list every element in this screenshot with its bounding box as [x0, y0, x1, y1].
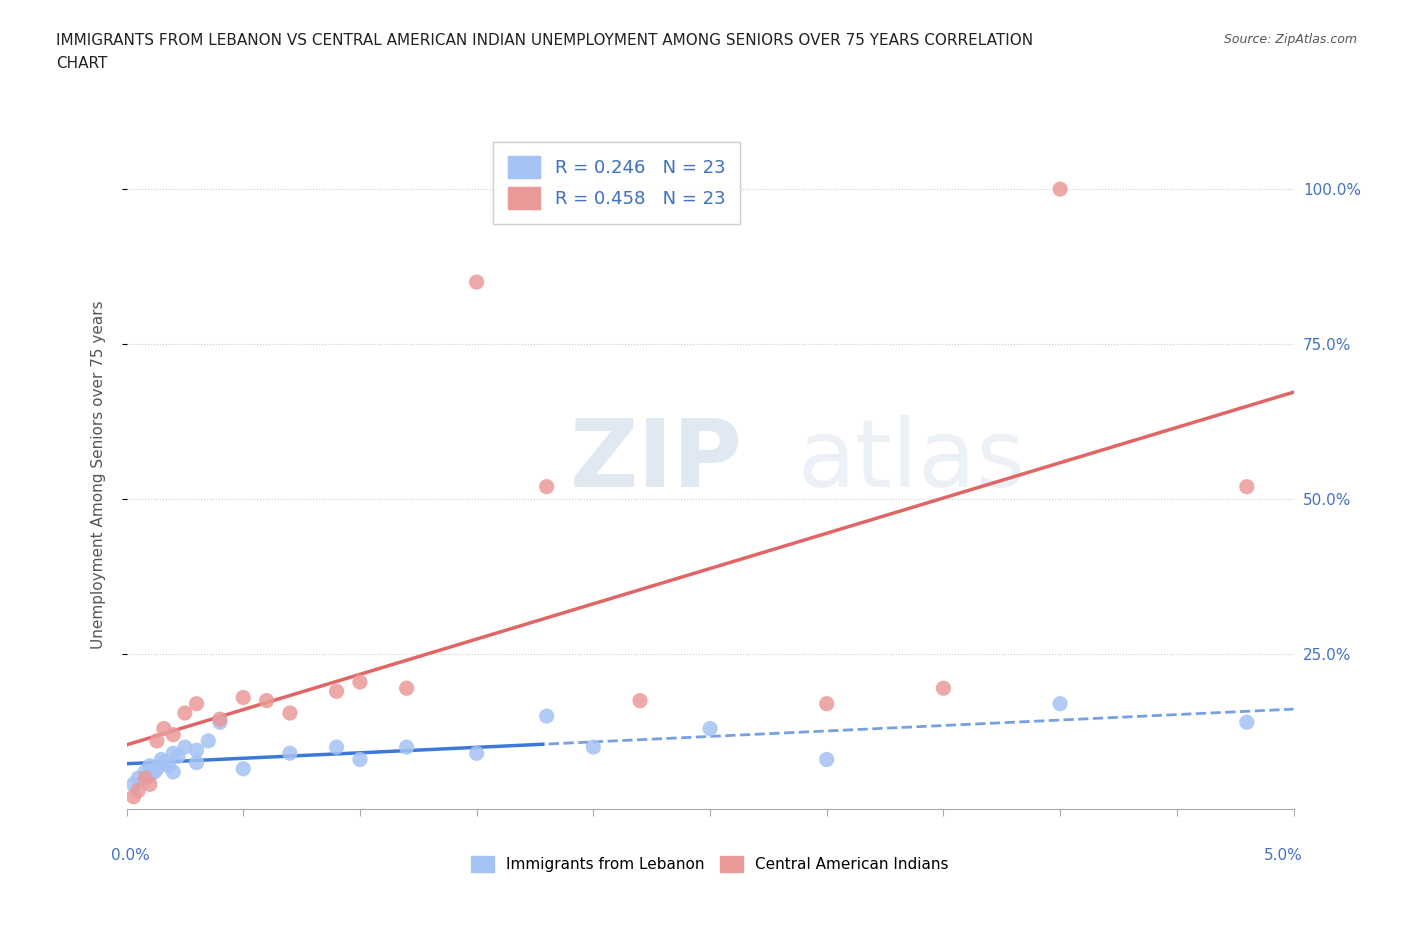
- Point: [349, 752, 371, 767]
- Text: CHART: CHART: [56, 56, 108, 71]
- Point: [162, 727, 184, 742]
- Text: 0.0%: 0.0%: [111, 848, 150, 863]
- Point: [197, 734, 219, 749]
- Point: [699, 721, 721, 736]
- Point: [167, 749, 190, 764]
- Point: [186, 743, 208, 758]
- Point: [536, 709, 558, 724]
- Point: [127, 771, 149, 786]
- Point: [325, 739, 347, 754]
- Point: [395, 739, 418, 754]
- Point: [208, 715, 231, 730]
- Point: [536, 479, 558, 494]
- Y-axis label: Unemployment Among Seniors over 75 years: Unemployment Among Seniors over 75 years: [91, 300, 105, 648]
- Point: [186, 697, 208, 711]
- Point: [325, 684, 347, 698]
- Point: [815, 752, 838, 767]
- Point: [139, 758, 162, 773]
- Point: [174, 739, 197, 754]
- Point: [122, 777, 145, 791]
- Point: [465, 274, 488, 289]
- Point: [134, 771, 156, 786]
- Legend: R = 0.246   N = 23, R = 0.458   N = 23: R = 0.246 N = 23, R = 0.458 N = 23: [494, 142, 740, 224]
- Point: [146, 734, 169, 749]
- Point: [232, 762, 254, 777]
- Point: [395, 681, 418, 696]
- Point: [162, 746, 184, 761]
- Point: [349, 674, 371, 689]
- Point: [150, 752, 173, 767]
- Point: [256, 693, 278, 708]
- Text: IMMIGRANTS FROM LEBANON VS CENTRAL AMERICAN INDIAN UNEMPLOYMENT AMONG SENIORS OV: IMMIGRANTS FROM LEBANON VS CENTRAL AMERI…: [56, 33, 1033, 47]
- Point: [1236, 715, 1258, 730]
- Point: [232, 690, 254, 705]
- Point: [208, 711, 231, 726]
- Point: [139, 767, 162, 782]
- Text: atlas: atlas: [797, 415, 1026, 507]
- Point: [122, 790, 145, 804]
- Point: [153, 755, 176, 770]
- Point: [186, 755, 208, 770]
- Point: [1049, 181, 1071, 196]
- Point: [174, 706, 197, 721]
- Point: [582, 739, 605, 754]
- Text: ZIP: ZIP: [569, 415, 742, 507]
- Point: [278, 746, 301, 761]
- Point: [815, 697, 838, 711]
- Point: [1049, 697, 1071, 711]
- Point: [127, 783, 149, 798]
- Point: [157, 758, 180, 773]
- Point: [153, 721, 176, 736]
- Point: [465, 746, 488, 761]
- Point: [143, 764, 166, 779]
- Point: [134, 764, 156, 779]
- Text: Source: ZipAtlas.com: Source: ZipAtlas.com: [1223, 33, 1357, 46]
- Point: [1236, 479, 1258, 494]
- Point: [628, 693, 651, 708]
- Point: [278, 706, 301, 721]
- Point: [139, 777, 162, 791]
- Point: [162, 764, 184, 779]
- Point: [932, 681, 955, 696]
- Point: [146, 762, 169, 777]
- Text: 5.0%: 5.0%: [1264, 848, 1303, 863]
